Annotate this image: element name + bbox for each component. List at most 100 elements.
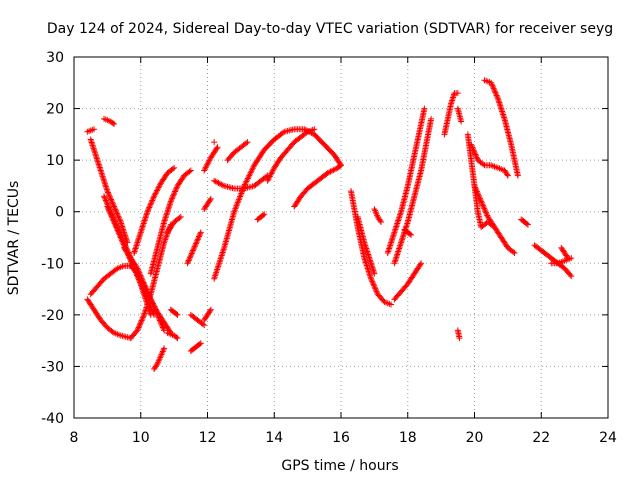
data-point — [135, 324, 142, 331]
data-point — [137, 320, 144, 327]
data-point — [481, 205, 488, 212]
series-arc-29 — [391, 260, 425, 303]
data-point — [104, 203, 111, 210]
data-point — [417, 261, 424, 268]
data-point — [111, 220, 118, 227]
data-point — [478, 199, 485, 206]
data-point — [207, 197, 214, 204]
data-point — [145, 290, 152, 297]
data-point — [244, 139, 251, 146]
data-point — [104, 188, 111, 195]
data-point — [479, 202, 486, 209]
chart-title: Day 124 of 2024, Sidereal Day-to-day VTE… — [47, 21, 613, 37]
data-point — [491, 86, 498, 93]
data-point — [244, 175, 251, 182]
data-point — [369, 279, 376, 286]
data-point — [111, 203, 118, 210]
data-point — [269, 169, 276, 176]
data-point — [146, 204, 153, 211]
data-point — [107, 210, 114, 217]
data-point — [266, 174, 273, 181]
data-point — [215, 179, 222, 186]
data-point — [149, 196, 156, 203]
data-point — [480, 161, 487, 168]
data-point — [153, 309, 160, 316]
data-point — [184, 260, 191, 267]
data-point — [265, 176, 272, 183]
data-point — [151, 191, 158, 198]
data-point — [568, 273, 575, 280]
data-point — [473, 154, 480, 161]
data-point — [112, 221, 119, 228]
data-point — [186, 168, 193, 175]
data-point — [169, 194, 176, 201]
data-point — [115, 228, 122, 235]
data-point — [136, 271, 143, 278]
data-point — [155, 314, 162, 321]
data-point — [169, 195, 176, 202]
data-point — [156, 183, 163, 190]
data-point — [368, 275, 375, 282]
data-point — [189, 247, 196, 254]
data-point — [159, 323, 166, 330]
data-point — [214, 179, 221, 186]
data-point — [408, 231, 415, 238]
data-point — [368, 277, 375, 284]
data-point — [172, 187, 179, 194]
data-point — [115, 214, 122, 221]
data-point — [146, 203, 153, 210]
data-point — [201, 166, 208, 173]
series-arc-13 — [164, 213, 184, 236]
data-point — [144, 208, 151, 215]
data-point — [191, 244, 198, 251]
data-point — [473, 152, 480, 159]
data-point — [199, 321, 206, 328]
data-point — [193, 239, 200, 246]
data-point — [154, 311, 161, 318]
data-point — [116, 231, 123, 238]
data-point — [504, 172, 511, 179]
data-point — [564, 253, 571, 260]
data-point — [481, 206, 488, 213]
data-point — [197, 340, 204, 347]
data-point — [153, 310, 160, 317]
data-point — [136, 321, 143, 328]
data-point — [247, 169, 254, 176]
series-arc-12 — [167, 306, 181, 318]
data-point — [454, 90, 461, 97]
data-point — [245, 174, 252, 181]
data-point — [564, 255, 571, 262]
data-point — [152, 190, 159, 197]
y-axis-title: SDTVAR / TECUs — [6, 181, 22, 296]
x-tick-label: 10 — [132, 430, 150, 446]
data-point — [145, 207, 152, 214]
data-point — [110, 202, 117, 209]
series-arc-23 — [254, 211, 268, 223]
data-point — [303, 129, 310, 136]
data-point — [216, 180, 223, 187]
data-point — [167, 198, 174, 205]
data-point — [109, 120, 116, 127]
data-point — [491, 88, 498, 95]
data-point — [149, 197, 156, 204]
data-point — [142, 285, 149, 292]
data-point — [111, 219, 118, 226]
data-point — [154, 187, 161, 194]
x-tick-label: 16 — [332, 430, 350, 446]
data-point — [201, 322, 208, 329]
data-point — [176, 214, 183, 221]
data-point — [371, 270, 378, 277]
series-arc-43 — [558, 244, 571, 262]
data-point — [145, 205, 152, 212]
data-point — [113, 266, 120, 273]
data-point — [478, 198, 485, 205]
data-point — [124, 239, 131, 246]
data-point — [152, 307, 159, 314]
data-point — [161, 345, 168, 352]
data-point — [330, 167, 337, 174]
data-point — [473, 188, 480, 195]
data-point — [139, 276, 146, 283]
data-point — [261, 211, 268, 218]
series-arc-06 — [104, 203, 158, 318]
